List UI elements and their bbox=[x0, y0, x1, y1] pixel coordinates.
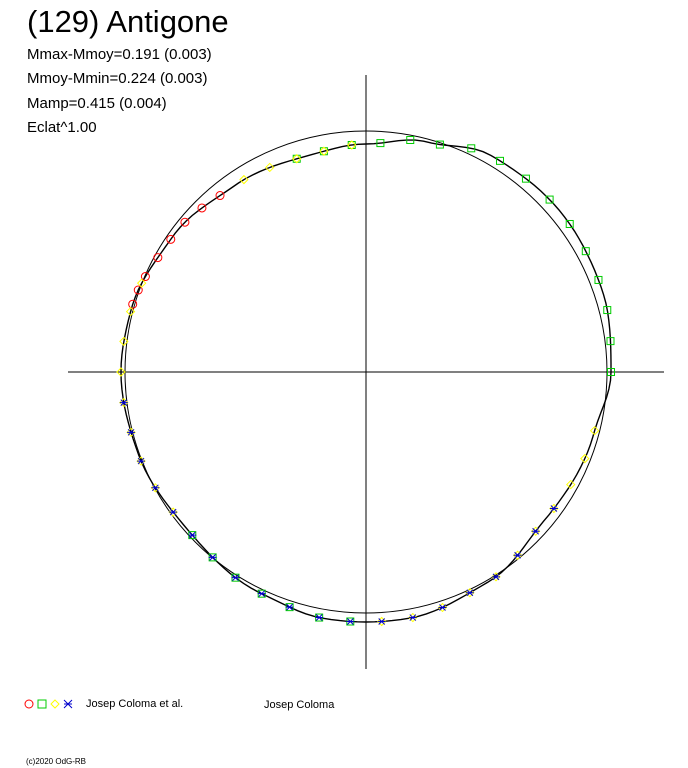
square-mark bbox=[594, 275, 603, 284]
star-mark bbox=[315, 614, 324, 621]
star-marker-icon bbox=[63, 699, 73, 709]
diamond-mark bbox=[512, 550, 523, 560]
diamond-mark bbox=[376, 616, 387, 627]
stat-eclat: Eclat^1.00 bbox=[27, 119, 97, 136]
observation-marks bbox=[116, 135, 615, 627]
diamond-mark bbox=[566, 479, 576, 490]
circle-marker-icon bbox=[24, 699, 34, 709]
star-mark bbox=[257, 590, 266, 598]
star-mark bbox=[408, 614, 417, 621]
square-mark bbox=[581, 247, 590, 256]
legend: Josep Coloma et al. bbox=[24, 697, 183, 711]
stat-mamp: Mamp=0.415 (0.004) bbox=[27, 95, 167, 112]
star-mark bbox=[549, 505, 558, 512]
square-mark bbox=[467, 144, 476, 153]
diamond-mark bbox=[465, 588, 475, 598]
square-mark bbox=[603, 306, 612, 315]
star-mark bbox=[531, 527, 540, 535]
square-mark bbox=[545, 195, 554, 204]
square-mark bbox=[521, 174, 530, 183]
legend-author-right: Josep Coloma bbox=[264, 699, 335, 711]
star-mark bbox=[438, 604, 447, 611]
diamond-mark bbox=[491, 572, 501, 582]
star-mark bbox=[208, 554, 217, 561]
square-mark bbox=[565, 219, 574, 228]
star-mark bbox=[346, 618, 355, 625]
circle-mark bbox=[133, 285, 143, 295]
square-mark bbox=[495, 156, 504, 165]
diamond-mark bbox=[125, 306, 136, 317]
circle-mark bbox=[215, 191, 225, 201]
star-mark bbox=[151, 484, 160, 492]
model-light-curve bbox=[120, 139, 612, 623]
star-mark bbox=[465, 589, 474, 597]
square-mark bbox=[606, 337, 615, 346]
diamond-mark bbox=[168, 507, 178, 517]
star-mark bbox=[377, 618, 386, 625]
circle-mark bbox=[197, 203, 207, 213]
star-mark bbox=[285, 603, 294, 611]
circle-mark bbox=[153, 253, 163, 263]
square-mark bbox=[607, 368, 615, 376]
square-marker-icon bbox=[37, 699, 47, 709]
diamond-mark bbox=[265, 162, 275, 173]
square-mark bbox=[435, 140, 444, 149]
diamond-mark bbox=[292, 154, 302, 164]
legend-symbols bbox=[24, 699, 73, 709]
diamond-mark bbox=[119, 397, 129, 408]
diamond-mark bbox=[150, 483, 161, 493]
diamond-mark bbox=[116, 367, 126, 377]
square-mark bbox=[376, 139, 385, 148]
diamond-marker-icon bbox=[50, 699, 60, 709]
diamond-mark bbox=[437, 602, 448, 613]
circle-mark bbox=[180, 217, 190, 227]
diamond-mark bbox=[239, 174, 249, 185]
diamond-mark bbox=[347, 140, 357, 150]
circle-mark bbox=[166, 234, 176, 244]
copyright-note: (c)2020 OdG-RB bbox=[26, 757, 87, 766]
circle-mark bbox=[128, 299, 138, 309]
star-mark bbox=[513, 551, 522, 559]
star-mark bbox=[137, 457, 146, 465]
diamond-mark bbox=[549, 503, 559, 514]
star-mark bbox=[127, 428, 136, 436]
star-mark bbox=[119, 399, 128, 406]
diamond-mark bbox=[319, 146, 329, 156]
diamond-mark bbox=[589, 425, 600, 436]
square-mark bbox=[406, 135, 415, 144]
star-mark bbox=[188, 531, 197, 539]
diamond-mark bbox=[136, 278, 147, 288]
stat-mmoy-mmin: Mmoy-Mmin=0.224 (0.003) bbox=[27, 70, 208, 87]
diamond-mark bbox=[126, 427, 136, 438]
star-mark bbox=[169, 508, 178, 516]
diamond-mark bbox=[580, 453, 590, 464]
chart-title: (129) Antigone bbox=[27, 4, 229, 39]
diamond-mark bbox=[136, 456, 146, 466]
diamond-mark bbox=[530, 526, 541, 536]
diamond-mark bbox=[408, 612, 418, 623]
stat-mmax-mmoy: Mmax-Mmoy=0.191 (0.003) bbox=[27, 46, 212, 63]
diamond-mark bbox=[119, 336, 129, 347]
legend-author-left: Josep Coloma et al. bbox=[86, 698, 184, 710]
star-mark bbox=[491, 573, 500, 581]
star-mark bbox=[231, 574, 240, 582]
circle-mark bbox=[140, 272, 150, 282]
